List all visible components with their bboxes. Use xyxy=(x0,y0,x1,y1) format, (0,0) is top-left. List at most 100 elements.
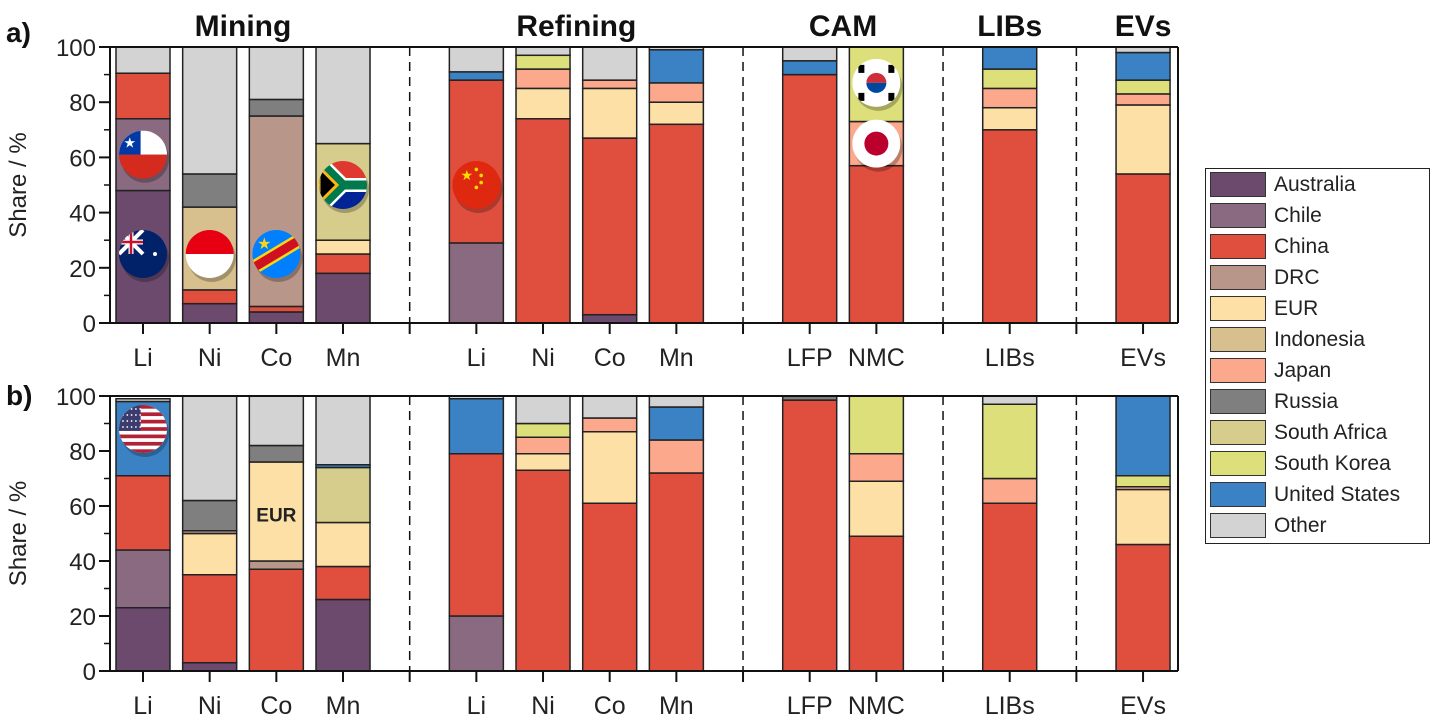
legend-item-drc: DRC xyxy=(1210,262,1429,293)
bar-segment-other xyxy=(515,46,571,57)
bar-segment-other xyxy=(115,46,171,74)
y-tick-label: 80 xyxy=(69,439,96,466)
bar-segment-china xyxy=(1115,173,1171,324)
bar-segment-united-states xyxy=(1115,395,1171,477)
bar-segment-china xyxy=(848,164,905,324)
legend-swatch xyxy=(1210,203,1266,228)
flag-chile-icon: ★ xyxy=(119,130,167,179)
x-tick-label: Li xyxy=(467,344,486,372)
bar-segment-eur xyxy=(848,480,905,537)
bar-segment-other xyxy=(448,46,505,73)
x-tick-label: LFP xyxy=(787,344,833,372)
x-tick-label: LFP xyxy=(787,692,833,719)
bar-segment-china xyxy=(781,73,838,324)
bar-segment-australia xyxy=(581,313,638,324)
x-tick-label: Co xyxy=(260,692,292,719)
flag-indonesia-icon xyxy=(185,230,234,278)
group-title-evs: EVs xyxy=(1115,10,1172,43)
x-tick-label: LIBs xyxy=(985,344,1035,372)
bar-segment-australia xyxy=(315,272,371,324)
legend-label: Other xyxy=(1274,513,1327,537)
y-tick-label: 20 xyxy=(69,256,96,283)
bar-segment-other xyxy=(781,46,838,62)
bar-segment-united-states xyxy=(981,46,1038,70)
bar-lfp xyxy=(781,395,838,672)
x-tick-label: Co xyxy=(260,344,292,372)
bar-segment-other xyxy=(315,395,371,466)
legend-item-china: China xyxy=(1210,231,1429,262)
panel-label: a) xyxy=(6,17,31,48)
legend-swatch xyxy=(1210,265,1266,290)
bar-segment-china xyxy=(448,453,505,617)
bar-segment-china xyxy=(648,472,705,672)
legend-item-japan: Japan xyxy=(1210,355,1429,386)
bar-co xyxy=(248,395,305,672)
legend-label: South Korea xyxy=(1274,451,1391,475)
panel-label: b) xyxy=(6,380,32,411)
bar-segment-china xyxy=(248,568,305,672)
x-tick-label: Li xyxy=(133,344,152,372)
bar-segment-south-korea xyxy=(981,68,1038,90)
y-tick-label: 80 xyxy=(69,90,96,117)
y-axis-label: Share / % xyxy=(5,132,32,237)
x-tick-label: Li xyxy=(133,692,152,719)
legend-item-south-korea: South Korea xyxy=(1210,448,1429,479)
bar-segment-other xyxy=(115,398,171,403)
bar-libs xyxy=(981,46,1038,324)
bar-segment-japan xyxy=(981,87,1038,109)
legend-label: Australia xyxy=(1274,172,1356,196)
x-tick-label: Ni xyxy=(198,344,222,372)
bar-segment-eur xyxy=(581,431,638,504)
bar-segment-china xyxy=(515,469,571,672)
x-tick-label: Mn xyxy=(326,344,361,372)
legend-label: Chile xyxy=(1274,203,1322,227)
bar-segment-other xyxy=(581,46,638,81)
bar-segment-eur xyxy=(648,101,705,126)
bar-segment-russia xyxy=(181,173,238,208)
legend-swatch xyxy=(1210,172,1266,197)
x-tick-label: Mn xyxy=(659,692,694,719)
bar-segment-australia xyxy=(181,662,238,672)
bar-segment-china xyxy=(781,399,838,672)
bar-ni xyxy=(181,46,238,324)
legend-label: Japan xyxy=(1274,358,1332,382)
x-tick-label: EVs xyxy=(1120,344,1166,372)
group-title-mining: Mining xyxy=(195,10,292,43)
bar-segment-japan xyxy=(648,82,705,103)
legend: Australia Chile China DRC EUR Indonesia Japan R… xyxy=(1205,168,1430,544)
group-title-refining: Refining xyxy=(516,10,636,43)
x-tick-label: Ni xyxy=(531,344,555,372)
legend-item-australia: Australia xyxy=(1210,169,1429,200)
bar-segment-united-states xyxy=(448,398,505,455)
bar-segment-russia xyxy=(248,98,305,117)
legend-swatch xyxy=(1210,234,1266,259)
bar-segment-china xyxy=(315,253,371,275)
y-tick-label: 40 xyxy=(69,201,96,228)
x-tick-label: Li xyxy=(467,692,486,719)
flag-japan-icon xyxy=(852,119,901,168)
bar-segment-eur xyxy=(515,453,571,471)
bar-segment-japan xyxy=(581,79,638,90)
bar-segment-south-korea xyxy=(1115,475,1171,488)
bar-segment-other xyxy=(315,46,371,145)
legend-swatch xyxy=(1210,420,1266,445)
bar-segment-other xyxy=(648,395,705,408)
bar-segment-china xyxy=(115,72,171,120)
bar-segment-china xyxy=(848,535,905,672)
bar-evs xyxy=(1115,46,1171,324)
flag-china-icon: ★ xyxy=(452,161,501,209)
bar-segment-china xyxy=(115,475,171,551)
svg-text:★: ★ xyxy=(460,167,473,183)
bar-segment-eur xyxy=(181,532,238,576)
legend-label: Russia xyxy=(1274,389,1339,413)
bar-segment-other xyxy=(515,395,571,425)
legend-swatch xyxy=(1210,451,1266,476)
bar-lfp xyxy=(781,46,838,324)
flag-south-africa-icon xyxy=(319,161,368,209)
x-tick-label: Ni xyxy=(531,692,555,719)
y-tick-label: 100 xyxy=(56,35,96,62)
flag-south-korea-icon xyxy=(852,58,901,107)
bar-co xyxy=(581,46,638,324)
panel-b: b) EUR 0 20 40 60 80 100 Share / % Li Ni Co Mn Li Ni Co… xyxy=(5,380,1179,719)
bar-segment-china xyxy=(981,129,1038,324)
